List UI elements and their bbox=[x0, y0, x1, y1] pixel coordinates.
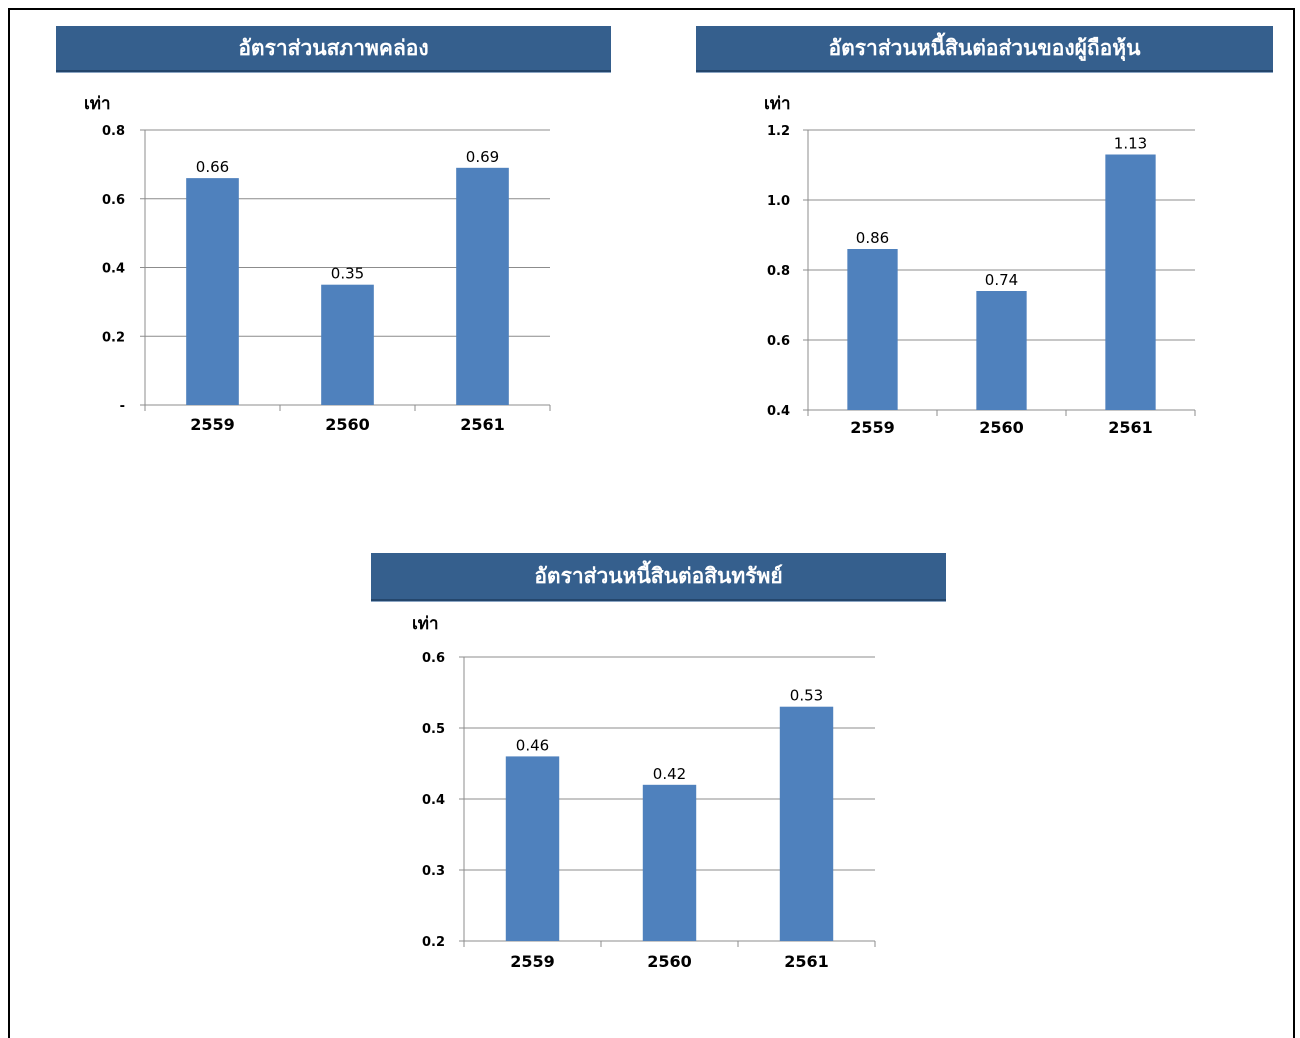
chart-title: อัตราส่วนหนี้สินต่อส่วนของผู้ถือหุ้น bbox=[696, 26, 1273, 72]
y-tick-label: 0.4 bbox=[102, 262, 125, 277]
bar-2559 bbox=[186, 178, 239, 405]
x-tick-label: 2561 bbox=[460, 415, 505, 434]
y-tick-label: 0.6 bbox=[767, 334, 790, 349]
y-tick-label: 0.3 bbox=[422, 864, 445, 879]
y-tick-label: 0.5 bbox=[422, 722, 445, 737]
data-label: 1.13 bbox=[1114, 135, 1147, 153]
bar-2560 bbox=[321, 284, 374, 405]
y-tick-label: 1.2 bbox=[767, 124, 790, 139]
data-label: 0.53 bbox=[790, 687, 823, 705]
bar-2561 bbox=[779, 706, 834, 941]
data-label: 0.35 bbox=[331, 265, 364, 283]
bar-2560 bbox=[976, 291, 1027, 410]
y-axis-unit-label: เท่า bbox=[764, 94, 791, 114]
chart-title: อัตราส่วนหนี้สินต่อสินทรัพย์ bbox=[371, 553, 946, 601]
y-tick-label: 0.6 bbox=[422, 651, 445, 666]
y-tick-label: 0.8 bbox=[767, 264, 790, 279]
y-axis-unit-label: เท่า bbox=[412, 614, 439, 634]
bar-2561 bbox=[1105, 154, 1156, 410]
bar-2561 bbox=[456, 167, 509, 405]
data-label: 0.86 bbox=[856, 229, 889, 247]
x-tick-label: 2560 bbox=[325, 415, 370, 434]
y-tick-label: - bbox=[120, 399, 125, 414]
page-frame bbox=[8, 8, 1295, 1038]
bar-2559 bbox=[847, 249, 898, 410]
x-tick-label: 2559 bbox=[510, 952, 555, 971]
data-label: 0.74 bbox=[985, 271, 1018, 289]
y-axis-unit-label: เท่า bbox=[84, 94, 111, 114]
bar-2559 bbox=[505, 756, 560, 941]
data-label: 0.46 bbox=[516, 736, 549, 754]
x-tick-label: 2559 bbox=[190, 415, 235, 434]
y-tick-label: 0.4 bbox=[422, 793, 445, 808]
data-label: 0.69 bbox=[466, 148, 499, 166]
y-tick-label: 0.8 bbox=[102, 124, 125, 139]
x-tick-label: 2561 bbox=[784, 952, 829, 971]
x-tick-label: 2560 bbox=[979, 418, 1024, 437]
x-tick-label: 2559 bbox=[850, 418, 895, 437]
y-tick-label: 0.2 bbox=[102, 330, 125, 345]
y-tick-label: 0.4 bbox=[767, 404, 790, 419]
bar-2560 bbox=[642, 784, 697, 941]
y-tick-label: 1.0 bbox=[767, 194, 790, 209]
x-tick-label: 2560 bbox=[647, 952, 692, 971]
chart-title: อัตราส่วนสภาพคล่อง bbox=[56, 26, 611, 72]
y-tick-label: 0.2 bbox=[422, 935, 445, 950]
x-tick-label: 2561 bbox=[1108, 418, 1153, 437]
y-tick-label: 0.6 bbox=[102, 193, 125, 208]
data-label: 0.42 bbox=[653, 765, 686, 783]
data-label: 0.66 bbox=[196, 158, 229, 176]
